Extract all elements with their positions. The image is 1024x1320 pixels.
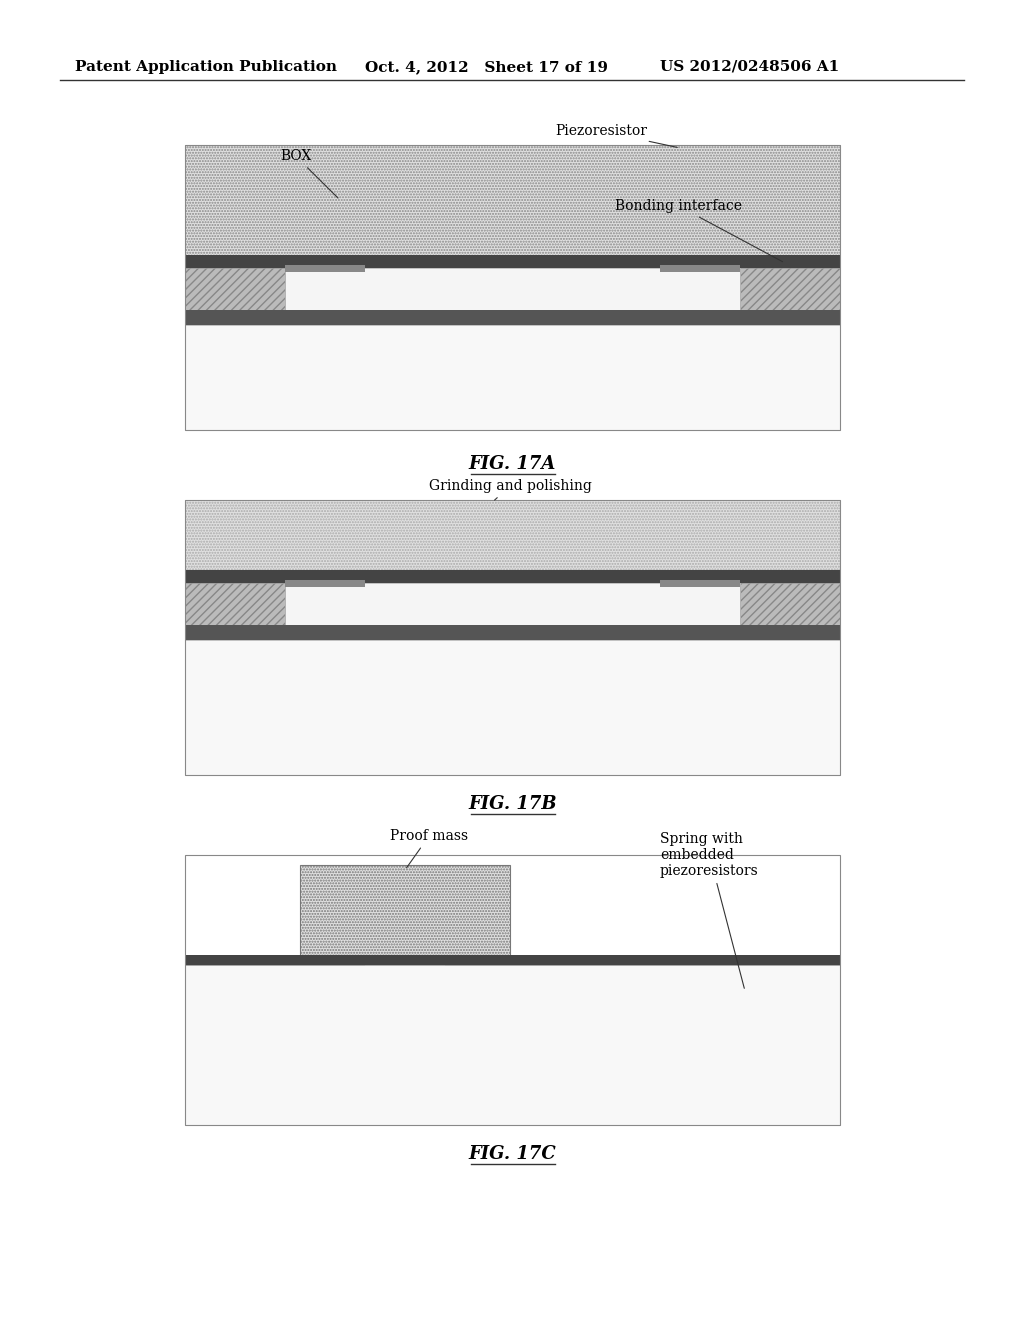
Text: Oct. 4, 2012   Sheet 17 of 19: Oct. 4, 2012 Sheet 17 of 19 bbox=[365, 59, 608, 74]
Bar bbox=[185, 500, 840, 570]
Bar bbox=[185, 325, 840, 430]
Text: Spring with
embedded
piezoresistors: Spring with embedded piezoresistors bbox=[660, 832, 759, 989]
Bar bbox=[185, 268, 285, 310]
Bar bbox=[185, 310, 840, 325]
Bar bbox=[740, 268, 840, 310]
Bar bbox=[285, 968, 740, 1010]
Bar bbox=[285, 583, 740, 624]
Bar bbox=[185, 145, 840, 430]
Text: FIG. 17A: FIG. 17A bbox=[469, 455, 556, 473]
Bar bbox=[185, 624, 840, 640]
Bar bbox=[660, 265, 740, 272]
Bar bbox=[740, 583, 840, 624]
Text: Piezoresistor: Piezoresistor bbox=[555, 124, 677, 148]
Bar bbox=[185, 640, 840, 775]
Bar bbox=[185, 968, 285, 1010]
Bar bbox=[285, 579, 365, 587]
Bar bbox=[185, 954, 840, 968]
Bar bbox=[185, 255, 840, 268]
Bar bbox=[660, 579, 740, 587]
Bar bbox=[185, 500, 840, 775]
Bar bbox=[185, 570, 840, 583]
Bar bbox=[300, 865, 510, 954]
Bar bbox=[285, 268, 740, 310]
Bar bbox=[740, 968, 840, 1010]
Bar bbox=[285, 265, 365, 272]
Text: BOX: BOX bbox=[280, 149, 338, 198]
Bar bbox=[185, 965, 840, 1125]
Text: FIG. 17B: FIG. 17B bbox=[468, 795, 557, 813]
Bar bbox=[185, 145, 840, 255]
Text: FIG. 17C: FIG. 17C bbox=[469, 1144, 556, 1163]
Bar bbox=[365, 965, 445, 972]
Text: Patent Application Publication: Patent Application Publication bbox=[75, 59, 337, 74]
Text: US 2012/0248506 A1: US 2012/0248506 A1 bbox=[660, 59, 840, 74]
Text: Bonding interface: Bonding interface bbox=[615, 199, 782, 261]
Bar bbox=[185, 1010, 840, 1026]
Bar bbox=[185, 583, 285, 624]
Text: Grinding and polishing: Grinding and polishing bbox=[429, 479, 592, 500]
Text: Proof mass: Proof mass bbox=[390, 829, 468, 867]
Bar bbox=[185, 855, 840, 1125]
